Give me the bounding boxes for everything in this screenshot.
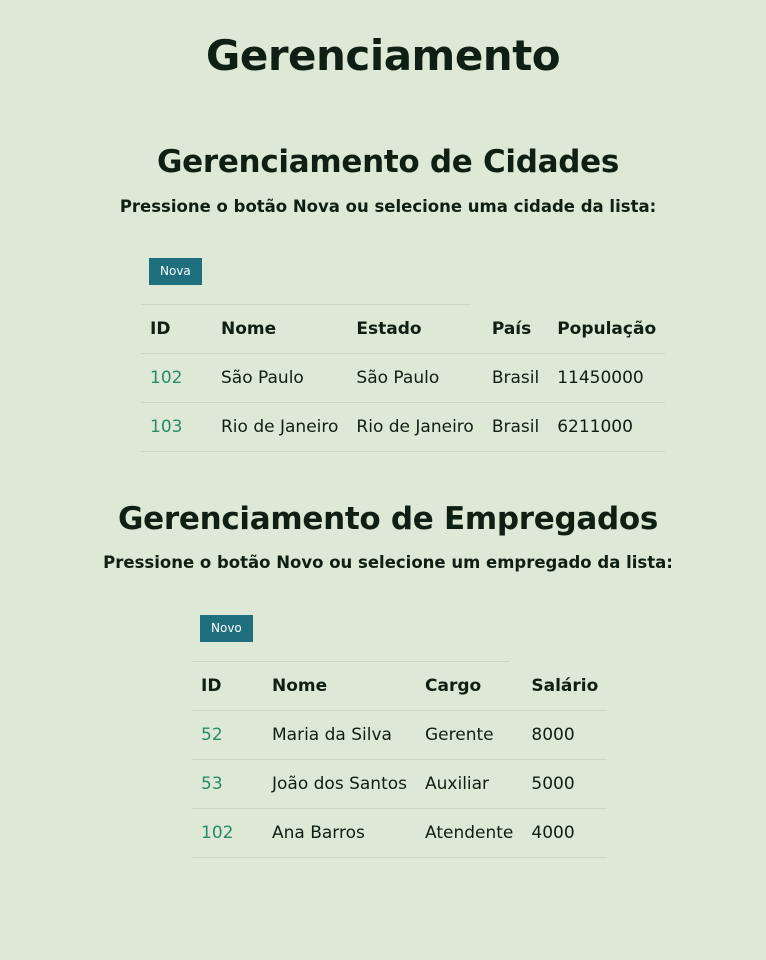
empregado-id-cell[interactable]: 52: [192, 710, 263, 760]
empregado-nome-cell: Maria da Silva: [263, 710, 416, 760]
empregado-salario-cell: 4000: [522, 808, 608, 858]
table-row[interactable]: 52 Maria da Silva Gerente 8000: [192, 710, 608, 760]
column-header-nome: Nome: [272, 676, 328, 696]
cidade-id-link[interactable]: 103: [150, 417, 183, 437]
empregados-section-title: Gerenciamento de Empregados: [117, 501, 659, 537]
empregado-id-cell[interactable]: 102: [192, 808, 263, 858]
table-header-row: ID Nome Estado País População: [141, 305, 665, 354]
cidade-populacao-cell: 6211000: [548, 402, 666, 452]
cidades-section-title: Gerenciamento de Cidades: [156, 144, 620, 180]
table-row[interactable]: 102 Ana Barros Atendente 4000: [192, 808, 608, 858]
cidade-populacao-cell: 11450000: [548, 353, 666, 403]
column-header-populacao: População: [557, 319, 657, 339]
column-header-salario: Salário: [531, 676, 599, 696]
empregados-table: ID Nome Cargo Salário 52 Maria da Silva …: [192, 662, 608, 858]
cidade-nome-cell: Rio de Janeiro: [212, 402, 348, 452]
page-title: Gerenciamento: [205, 31, 561, 80]
empregado-id-cell[interactable]: 53: [192, 759, 263, 809]
cidade-id-link[interactable]: 102: [150, 368, 183, 388]
cidade-pais-cell: Brasil: [482, 402, 549, 452]
table-row[interactable]: 103 Rio de Janeiro Rio de Janeiro Brasil…: [141, 402, 666, 452]
empregado-salario-cell: 5000: [522, 759, 608, 809]
empregado-id-link[interactable]: 53: [201, 774, 223, 794]
empregado-cargo-cell: Auxiliar: [416, 759, 523, 809]
empregado-id-link[interactable]: 102: [201, 823, 234, 843]
novo-empregado-button[interactable]: Novo: [200, 615, 253, 642]
empregado-id-link[interactable]: 52: [201, 725, 223, 745]
empregado-nome-cell: Ana Barros: [263, 808, 416, 858]
cidade-id-cell[interactable]: 102: [141, 353, 212, 403]
cidade-estado-cell: Rio de Janeiro: [347, 402, 483, 452]
table-header-row: ID Nome Cargo Salário: [192, 662, 607, 711]
empregado-cargo-cell: Gerente: [416, 710, 523, 760]
cidades-table: ID Nome Estado País População 102 São Pa…: [141, 305, 666, 452]
empregado-nome-cell: João dos Santos: [263, 759, 416, 809]
cidade-nome-cell: São Paulo: [212, 353, 348, 403]
cidade-estado-cell: São Paulo: [347, 353, 483, 403]
table-row[interactable]: 102 São Paulo São Paulo Brasil 11450000: [141, 353, 666, 403]
column-header-nome: Nome: [221, 319, 277, 339]
cidades-section-subtitle: Pressione o botão Nova ou selecione uma …: [119, 197, 657, 216]
cidade-pais-cell: Brasil: [482, 353, 549, 403]
empregado-salario-cell: 8000: [522, 710, 608, 760]
empregados-section-subtitle: Pressione o botão Novo ou selecione um e…: [103, 553, 673, 572]
column-header-id: ID: [150, 319, 171, 339]
column-header-id: ID: [201, 676, 222, 696]
empregado-cargo-cell: Atendente: [416, 808, 523, 858]
empregados-table-top-line: [192, 661, 510, 662]
nova-cidade-button[interactable]: Nova: [149, 258, 202, 285]
cidades-table-top-line: [141, 304, 471, 305]
column-header-pais: País: [491, 319, 532, 339]
column-header-cargo: Cargo: [425, 676, 482, 696]
column-header-estado: Estado: [356, 319, 422, 339]
cidade-id-cell[interactable]: 103: [141, 402, 212, 452]
table-row[interactable]: 53 João dos Santos Auxiliar 5000: [192, 759, 608, 809]
